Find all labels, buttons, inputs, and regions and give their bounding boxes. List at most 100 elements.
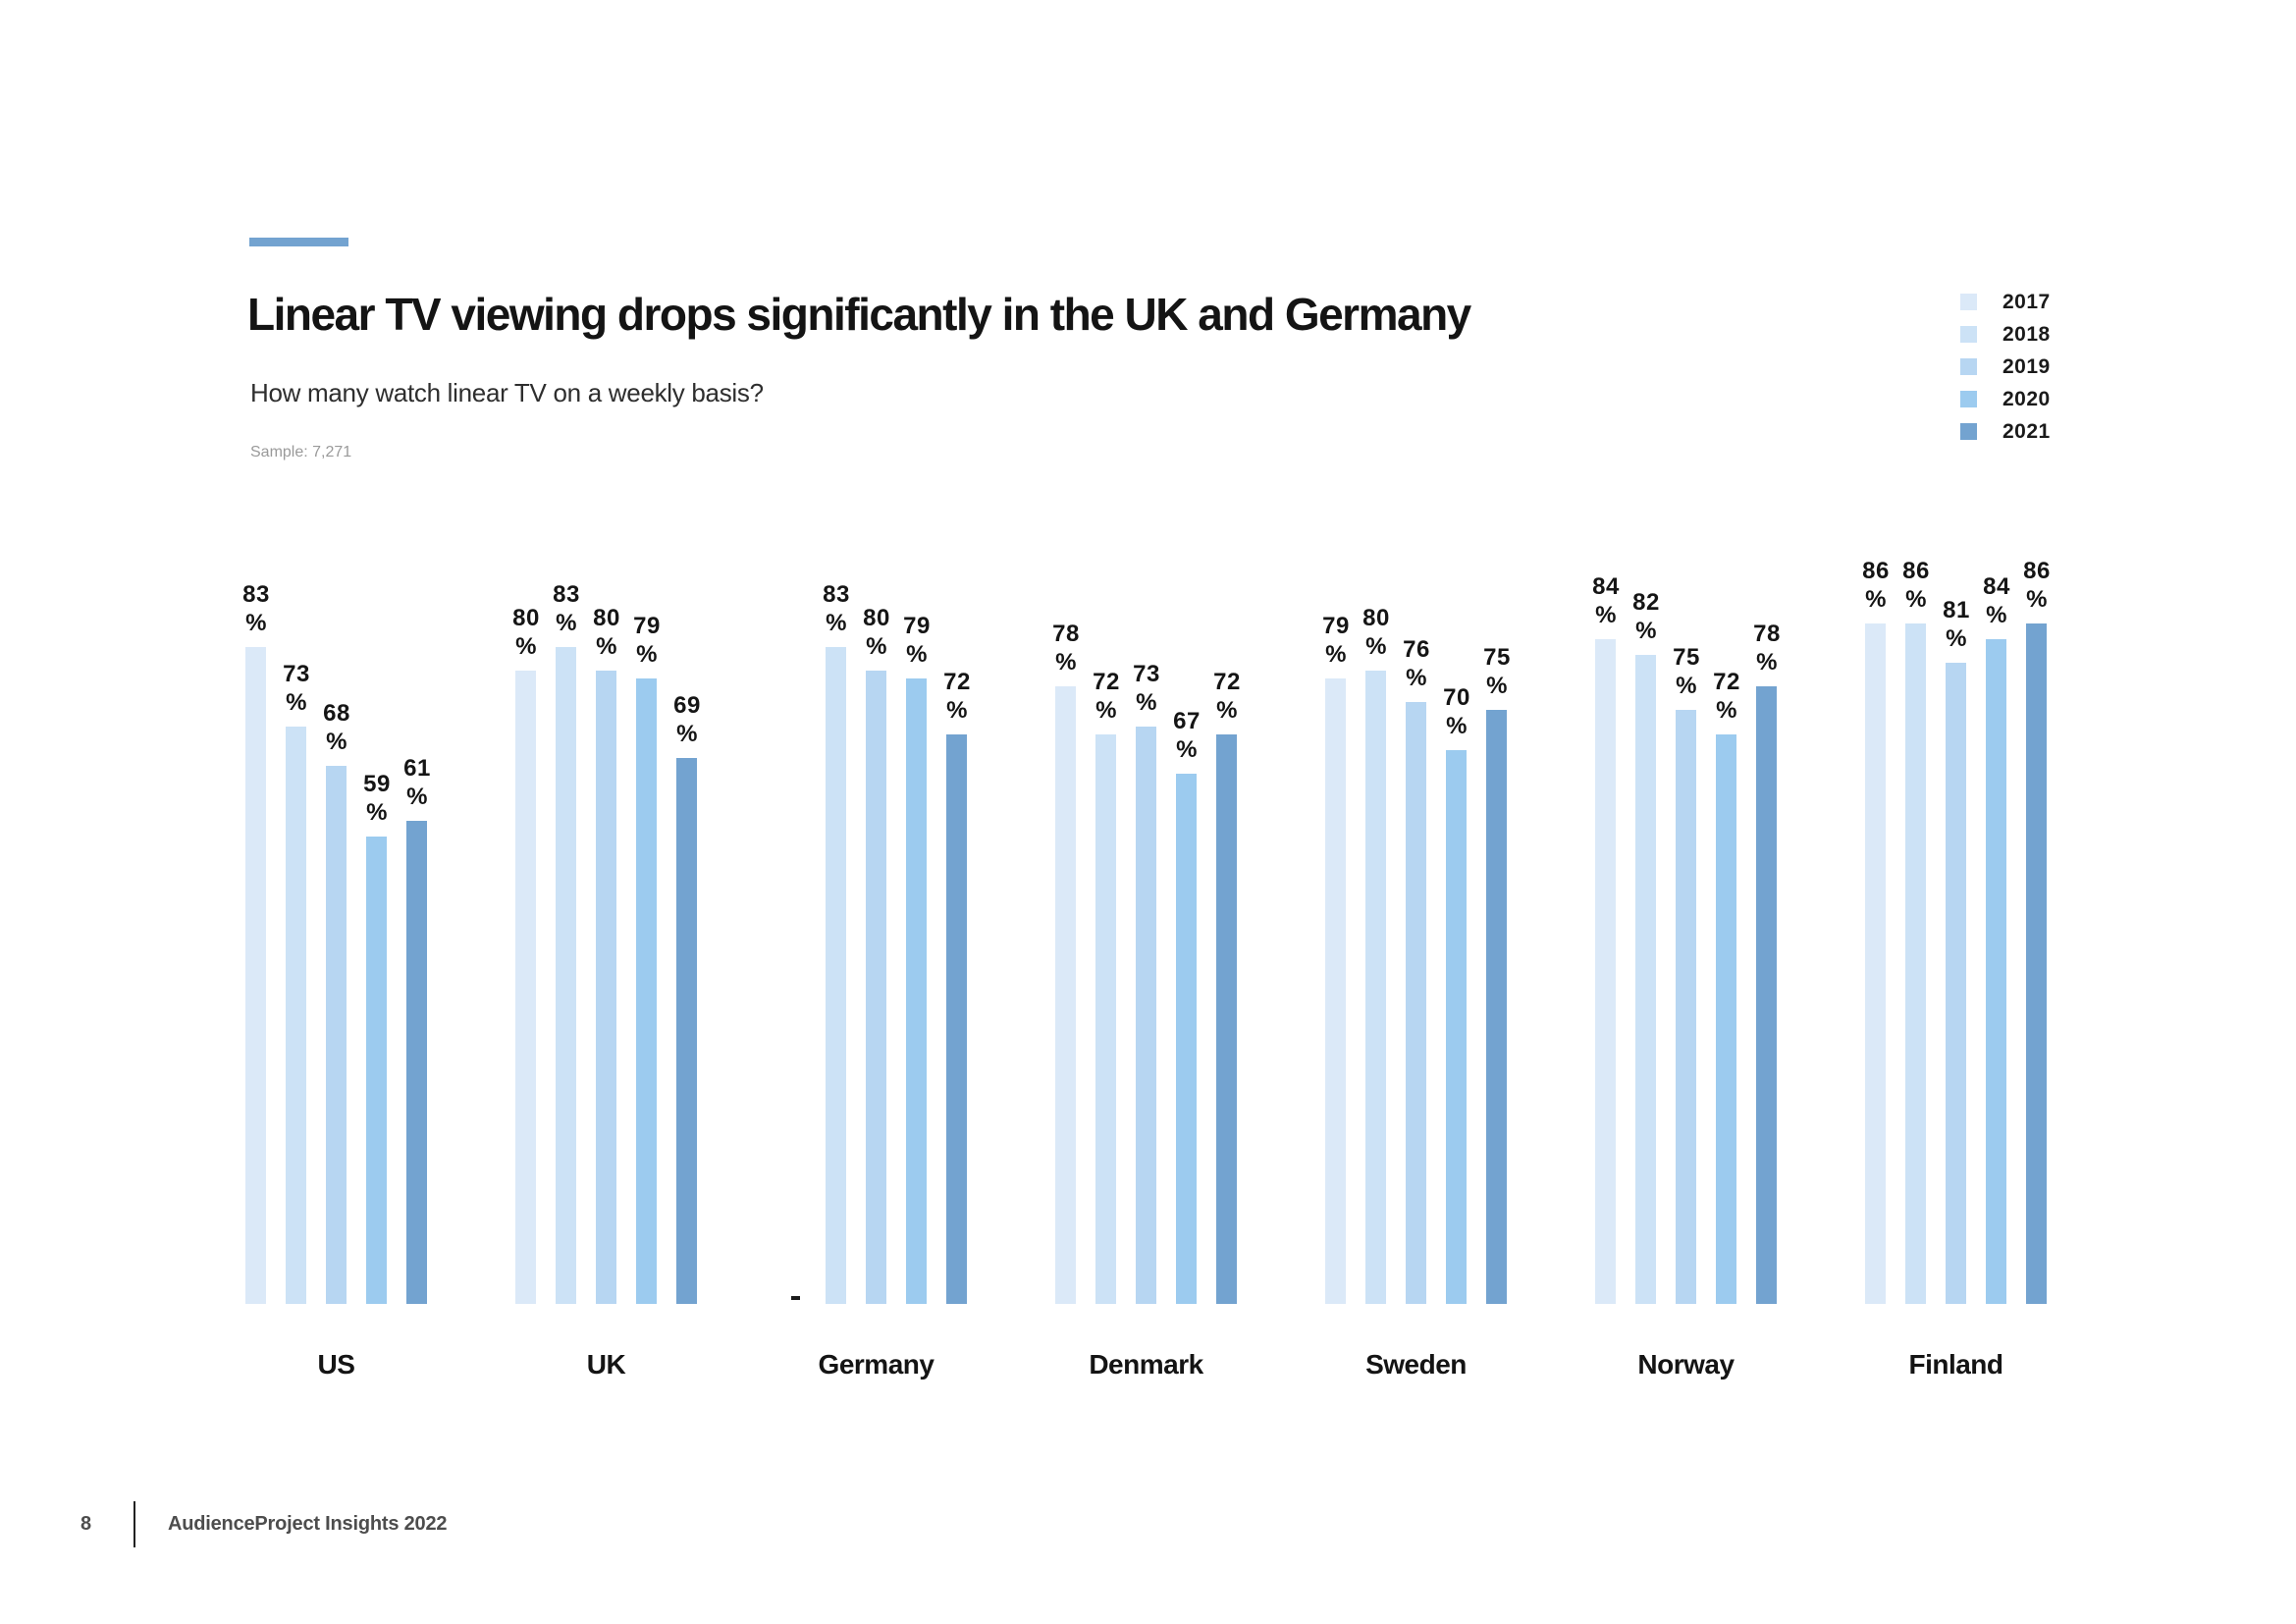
bar-norway-2020	[1716, 734, 1736, 1304]
value-label-uk-2019: 80%	[562, 604, 651, 661]
footer-report-name: AudienceProject Insights 2022	[168, 1513, 448, 1535]
page-subtitle: How many watch linear TV on a weekly bas…	[250, 378, 764, 407]
percent-sign: %	[1986, 602, 2007, 628]
value-label-sweden-2018: 80%	[1332, 604, 1420, 661]
percent-sign: %	[1136, 689, 1157, 716]
value-text: 84	[1983, 573, 2010, 600]
bar-norway-2021	[1756, 686, 1777, 1304]
percent-sign: %	[515, 633, 537, 660]
value-text: 68	[323, 700, 350, 727]
percent-sign: %	[1595, 602, 1617, 628]
value-text: 75	[1673, 644, 1700, 671]
value-text: 73	[283, 661, 310, 687]
legend-item-2021: 2021	[1960, 420, 2051, 443]
percent-sign: %	[1406, 665, 1427, 691]
bar-denmark-2018	[1095, 734, 1116, 1304]
bar-finland-2019	[1946, 663, 1966, 1304]
percent-sign: %	[1446, 713, 1468, 739]
value-text: 73	[1133, 661, 1160, 687]
value-label-finland-2021: 86%	[1993, 557, 2081, 614]
country-label-finland: Finland	[1908, 1349, 2003, 1380]
bar-us-2017	[245, 647, 266, 1304]
value-text: 75	[1483, 644, 1511, 671]
legend-swatch-2018	[1960, 326, 1977, 343]
value-label-us-2021: 61%	[373, 754, 461, 811]
bar-uk-2019	[596, 671, 616, 1304]
page-number: 8	[80, 1513, 92, 1535]
value-label-denmark-2018: 72%	[1062, 668, 1150, 725]
percent-sign: %	[1716, 697, 1737, 724]
value-text: 81	[1943, 597, 1970, 623]
percent-sign: %	[826, 610, 847, 636]
value-label-denmark-2020: 67%	[1143, 707, 1231, 764]
bar-germany-2019	[866, 671, 886, 1304]
page-title: Linear TV viewing drops significantly in…	[247, 289, 1471, 340]
value-text: 83	[242, 581, 270, 608]
bar-us-2018	[286, 727, 306, 1304]
legend-item-2020: 2020	[1960, 388, 2051, 410]
value-label-sweden-2019: 76%	[1372, 635, 1461, 692]
percent-sign: %	[2026, 586, 2048, 613]
percent-sign: %	[326, 729, 347, 755]
percent-sign: %	[676, 721, 698, 747]
value-text: 70	[1443, 684, 1470, 711]
percent-sign: %	[366, 799, 388, 826]
value-label-denmark-2019: 73%	[1102, 660, 1191, 717]
value-text: 79	[903, 613, 931, 639]
legend-item-2017: 2017	[1960, 292, 2051, 312]
bar-uk-2020	[636, 678, 657, 1304]
value-text: 72	[1213, 669, 1241, 695]
percent-sign: %	[946, 697, 968, 724]
value-text: 59	[363, 771, 391, 797]
value-text: 61	[403, 755, 431, 782]
bar-uk-2017	[515, 671, 536, 1304]
percent-sign: %	[866, 633, 887, 660]
bar-denmark-2020	[1176, 774, 1197, 1304]
value-label-finland-2020: 84%	[1952, 572, 2041, 629]
legend-label-2021: 2021	[2002, 420, 2051, 443]
legend-swatch-2017	[1960, 294, 1977, 310]
sample-size-note: Sample: 7,271	[250, 444, 352, 460]
value-text: 86	[1902, 558, 1930, 584]
percent-sign: %	[1365, 633, 1387, 660]
bar-norway-2017	[1595, 639, 1616, 1304]
bar-sweden-2021	[1486, 710, 1507, 1304]
bar-finland-2020	[1986, 639, 2006, 1304]
legend-swatch-2019	[1960, 358, 1977, 375]
value-text: 86	[2023, 558, 2051, 584]
value-text: 67	[1173, 708, 1201, 734]
value-label-sweden-2020: 70%	[1413, 683, 1501, 740]
country-label-sweden: Sweden	[1365, 1349, 1467, 1380]
percent-sign: %	[556, 610, 577, 636]
value-text: 80	[593, 605, 620, 631]
value-label-finland-2019: 81%	[1912, 596, 2001, 653]
value-text: 69	[673, 692, 701, 719]
legend-item-2018: 2018	[1960, 324, 2051, 345]
value-text: 76	[1403, 636, 1430, 663]
value-label-uk-2021: 69%	[643, 691, 731, 748]
value-text: 82	[1632, 589, 1660, 616]
legend-label-2020: 2020	[2002, 388, 2051, 410]
value-label-us-2019: 68%	[293, 699, 381, 756]
value-label-norway-2020: 72%	[1682, 668, 1771, 725]
percent-sign: %	[1635, 618, 1657, 644]
bar-sweden-2020	[1446, 750, 1467, 1304]
bar-sweden-2019	[1406, 702, 1426, 1304]
bar-denmark-2019	[1136, 727, 1156, 1304]
value-label-denmark-2021: 72%	[1183, 668, 1271, 725]
legend-label-2019: 2019	[2002, 355, 2051, 378]
percent-sign: %	[1486, 673, 1508, 699]
bar-germany-2021	[946, 734, 967, 1304]
value-label-germany-2019: 80%	[832, 604, 921, 661]
percent-sign: %	[1176, 736, 1198, 763]
value-label-sweden-2021: 75%	[1453, 643, 1541, 700]
missing-data-dash-germany-2017	[791, 1296, 800, 1300]
value-text: 83	[553, 581, 580, 608]
value-label-uk-2020: 79%	[603, 612, 691, 669]
value-text: 80	[512, 605, 540, 631]
legend-item-2019: 2019	[1960, 355, 2051, 378]
percent-sign: %	[245, 610, 267, 636]
value-text: 83	[823, 581, 850, 608]
value-label-germany-2020: 79%	[873, 612, 961, 669]
